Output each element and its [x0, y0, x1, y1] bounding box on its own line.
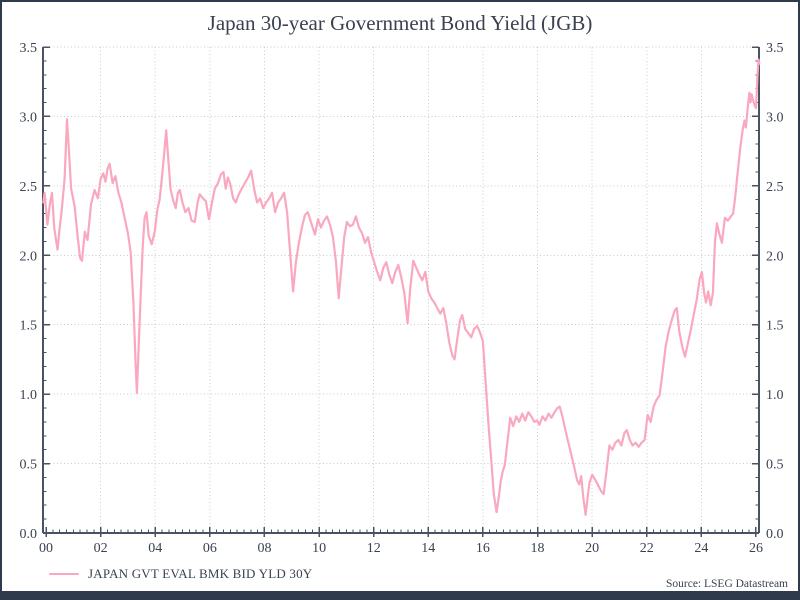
chart-title: Japan 30-year Government Bond Yield (JGB…	[207, 11, 593, 35]
svg-text:3.0: 3.0	[20, 110, 38, 125]
svg-text:2.5: 2.5	[20, 180, 38, 195]
svg-text:10: 10	[312, 541, 326, 556]
svg-text:08: 08	[257, 541, 271, 556]
yield-line	[42, 58, 761, 517]
svg-text:1.5: 1.5	[20, 319, 38, 334]
svg-text:0.5: 0.5	[766, 458, 784, 473]
svg-text:0.0: 0.0	[20, 527, 38, 542]
svg-text:00: 00	[39, 541, 53, 556]
svg-text:14: 14	[421, 541, 435, 556]
svg-text:04: 04	[148, 541, 162, 556]
source-attribution: Source: LSEG Datastream	[666, 578, 788, 590]
y-axis-labels-left: 0.0 0.5 1.0 1.5 2.0 2.5 3.0 3.5	[20, 41, 38, 542]
x-axis-labels: 00 02 04 06 08 10 12 14 16 18 20 22 24 26	[39, 541, 763, 556]
svg-text:2.0: 2.0	[766, 249, 784, 264]
svg-text:20: 20	[585, 541, 599, 556]
svg-text:18: 18	[531, 541, 545, 556]
svg-text:1.0: 1.0	[20, 388, 38, 403]
svg-text:1.0: 1.0	[766, 388, 784, 403]
svg-text:0.0: 0.0	[766, 527, 784, 542]
y-axis-labels-right: 0.0 0.5 1.0 1.5 2.0 2.5 3.0 3.5	[766, 41, 784, 542]
svg-text:26: 26	[749, 541, 763, 556]
svg-text:2.0: 2.0	[20, 249, 38, 264]
legend: JAPAN GVT EVAL BMK BID YLD 30Y	[49, 566, 312, 582]
svg-text:16: 16	[476, 541, 490, 556]
series	[42, 58, 761, 517]
svg-text:2.5: 2.5	[766, 180, 784, 195]
svg-text:3.0: 3.0	[766, 110, 784, 125]
bottom-frame-bar	[2, 591, 798, 598]
svg-text:1.5: 1.5	[766, 319, 784, 334]
gridlines	[43, 46, 759, 533]
svg-text:06: 06	[203, 541, 217, 556]
svg-text:22: 22	[640, 541, 654, 556]
legend-series-label: JAPAN GVT EVAL BMK BID YLD 30Y	[88, 566, 313, 581]
axes	[42, 47, 760, 534]
svg-text:24: 24	[694, 541, 708, 556]
svg-text:3.5: 3.5	[20, 41, 38, 56]
ticks	[43, 46, 759, 537]
svg-text:02: 02	[94, 541, 108, 556]
svg-text:0.5: 0.5	[20, 458, 38, 473]
legend-line-swatch	[49, 572, 79, 576]
svg-text:3.5: 3.5	[766, 41, 784, 56]
svg-text:12: 12	[367, 541, 381, 556]
